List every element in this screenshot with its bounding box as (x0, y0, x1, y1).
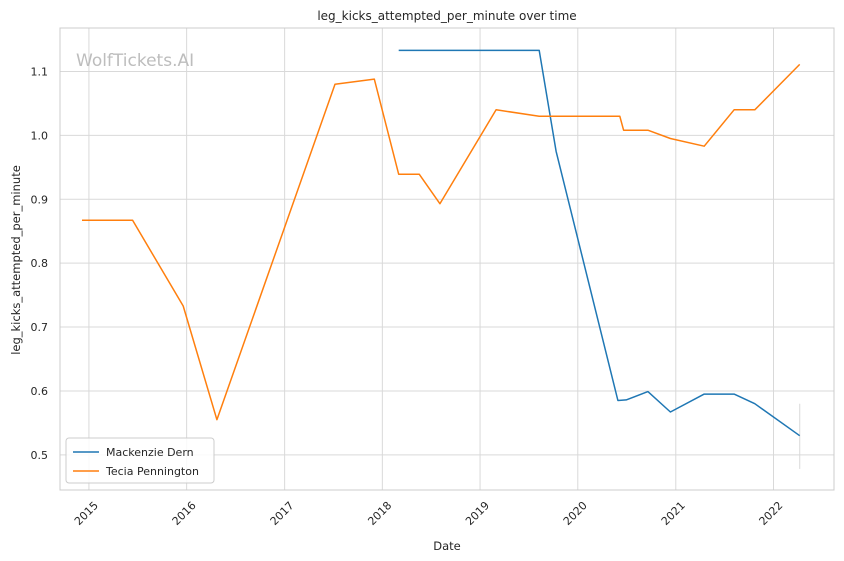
y-axis-title: leg_kicks_attempted_per_minute (9, 165, 23, 355)
y-tick-label: 0.7 (31, 321, 49, 334)
series-layer (82, 49, 801, 469)
legend-box (65, 437, 215, 484)
y-tick-label: 0.5 (31, 449, 49, 462)
y-tick-label: 0.9 (31, 193, 49, 206)
y-tick-label: 0.6 (31, 385, 49, 398)
legend-label-mackenzie-dern: Mackenzie Dern (106, 446, 194, 459)
y-tick-label: 1.1 (31, 65, 49, 78)
y-tick-labels: 0.5 0.6 0.7 0.8 0.9 1.0 1.1 (31, 65, 49, 461)
watermark-text: WolfTickets.AI (76, 51, 194, 71)
x-axis-title: Date (433, 539, 461, 553)
y-tick-label: 1.0 (31, 129, 49, 142)
legend-label-tecia-pennington: Tecia Pennington (105, 465, 199, 478)
y-tick-label: 0.8 (31, 257, 49, 270)
plot-frame (59, 27, 835, 491)
chart-title: leg_kicks_attempted_per_minute over time (317, 9, 576, 23)
legend: Mackenzie Dern Tecia Pennington (65, 437, 215, 484)
series-line-mackenzie-dern (398, 49, 801, 437)
series-line-tecia-pennington (82, 63, 801, 421)
